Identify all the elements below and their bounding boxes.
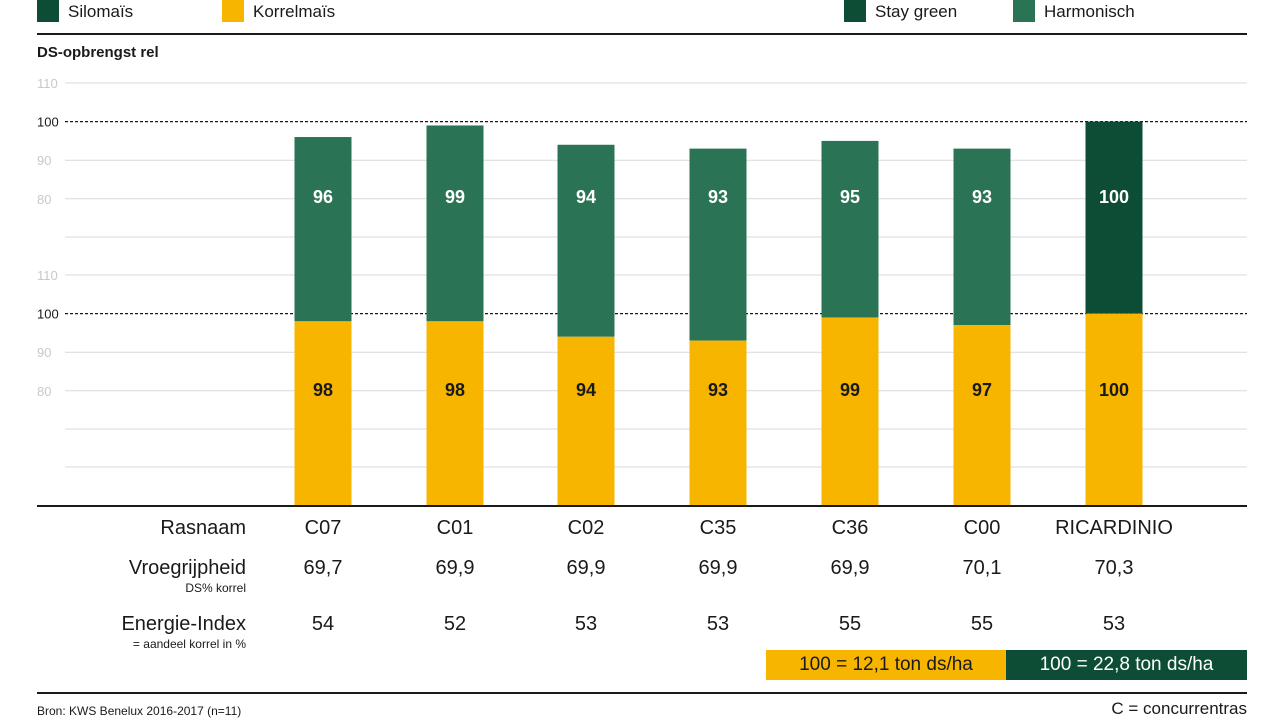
legend-swatch-harmonisch <box>1013 0 1035 22</box>
bar-korrelmais-RICARDINIO <box>1085 313 1143 506</box>
table-cell-1-0: 69,7 <box>303 557 343 579</box>
table-cell-2-3: 53 <box>706 613 730 635</box>
table-cell-2-2: 53 <box>574 613 598 635</box>
y-tick-label-0-80: 80 <box>37 192 51 207</box>
reference-box-korrel: 100 = 12,1 ton ds/ha <box>766 650 1006 680</box>
table-cell-0-4: C36 <box>831 517 869 539</box>
table-cell-2-6: 53 <box>1102 613 1126 635</box>
table-cell-2-1: 52 <box>443 613 467 635</box>
data-label-silomais-C35: 93 <box>708 187 728 207</box>
bar-korrelmais-C35 <box>689 340 747 506</box>
bar-silomais-C00 <box>953 148 1011 326</box>
data-label-korrelmais-C35: 93 <box>708 380 728 400</box>
legend-swatch-silomais <box>37 0 59 22</box>
table-cell-1-2: 69,9 <box>566 557 606 579</box>
data-label-silomais-C02: 94 <box>576 187 596 207</box>
y-tick-label-0-100: 100 <box>37 115 59 130</box>
bar-korrelmais-C01 <box>426 321 484 506</box>
data-label-korrelmais-C02: 94 <box>576 380 596 400</box>
source-note: Bron: KWS Benelux 2016-2017 (n=11) <box>37 704 242 718</box>
table-cell-1-5: 70,1 <box>962 557 1002 579</box>
data-label-silomais-RICARDINIO: 100 <box>1099 187 1129 207</box>
table-cell-0-1: C01 <box>436 517 474 539</box>
y-tick-label-1-80: 80 <box>37 384 51 399</box>
bar-silomais-RICARDINIO <box>1085 121 1143 314</box>
data-label-korrelmais-C01: 98 <box>445 380 465 400</box>
bar-korrelmais-C07 <box>294 321 352 506</box>
table-cell-0-0: C07 <box>304 517 342 539</box>
y-tick-label-0-110: 110 <box>37 76 58 91</box>
legend-label-silomais: Silomaïs <box>68 2 134 21</box>
legend-swatch-korrelmais <box>222 0 244 22</box>
data-label-korrelmais-C00: 97 <box>972 380 992 400</box>
table-cell-0-6: RICARDINIO <box>1055 517 1173 539</box>
table-cell-1-4: 69,9 <box>830 557 870 579</box>
row-label-vroegrijpheid: Vroegrijpheid <box>128 557 246 579</box>
table-cell-2-5: 55 <box>970 613 994 635</box>
data-label-silomais-C36: 95 <box>840 187 860 207</box>
reference-box-silo: 100 = 22,8 ton ds/ha <box>1006 650 1247 680</box>
legend-label-stay-green: Stay green <box>875 2 958 21</box>
bar-silomais-C07 <box>294 137 352 322</box>
top-divider <box>37 33 1247 35</box>
data-label-silomais-C01: 99 <box>445 187 465 207</box>
legend-label-harmonisch: Harmonisch <box>1044 2 1135 21</box>
row-label-rasnaam: Rasnaam <box>160 517 246 539</box>
bottom-divider <box>37 692 1247 694</box>
data-label-silomais-C00: 93 <box>972 187 992 207</box>
row-sub-energie-index: = aandeel korrel in % <box>132 637 246 651</box>
y-tick-label-1-110: 110 <box>37 268 58 283</box>
bar-silomais-C02 <box>557 144 615 337</box>
table-cell-0-2: C02 <box>567 517 605 539</box>
table-cell-1-6: 70,3 <box>1094 557 1134 579</box>
legend-label-korrelmais: Korrelmaïs <box>253 2 336 21</box>
table-cell-0-5: C00 <box>963 517 1001 539</box>
y-tick-label-0-90: 90 <box>37 153 51 168</box>
row-sub-vroegrijpheid: DS% korrel <box>185 581 246 595</box>
bar-chart: 80 90 100 110 80 90 100 110 96 99 94 93 95 93 100 98 98 9… <box>37 76 1247 507</box>
data-label-korrelmais-C07: 98 <box>313 380 333 400</box>
table-cell-2-4: 55 <box>838 613 862 635</box>
competitor-note: C = concurrentras <box>1111 699 1247 718</box>
legend-swatch-stay-green <box>844 0 866 22</box>
bar-silomais-C36 <box>821 140 879 318</box>
bar-silomais-C35 <box>689 148 747 341</box>
table-cell-1-1: 69,9 <box>435 557 475 579</box>
y-axis-label: DS-opbrengst rel <box>37 44 159 61</box>
row-label-energie-index: Energie-Index <box>121 613 246 635</box>
y-tick-label-1-100: 100 <box>37 307 59 322</box>
data-label-korrelmais-RICARDINIO: 100 <box>1099 380 1129 400</box>
table-cell-0-3: C35 <box>699 517 737 539</box>
bar-korrelmais-C02 <box>557 336 615 506</box>
table-cell-1-3: 69,9 <box>698 557 738 579</box>
y-tick-label-1-90: 90 <box>37 345 51 360</box>
bar-silomais-C01 <box>426 125 484 322</box>
bar-korrelmais-C36 <box>821 317 879 506</box>
table-cell-2-0: 54 <box>311 613 335 635</box>
data-label-korrelmais-C36: 99 <box>840 380 860 400</box>
bar-korrelmais-C00 <box>953 325 1011 506</box>
data-label-silomais-C07: 96 <box>313 187 333 207</box>
